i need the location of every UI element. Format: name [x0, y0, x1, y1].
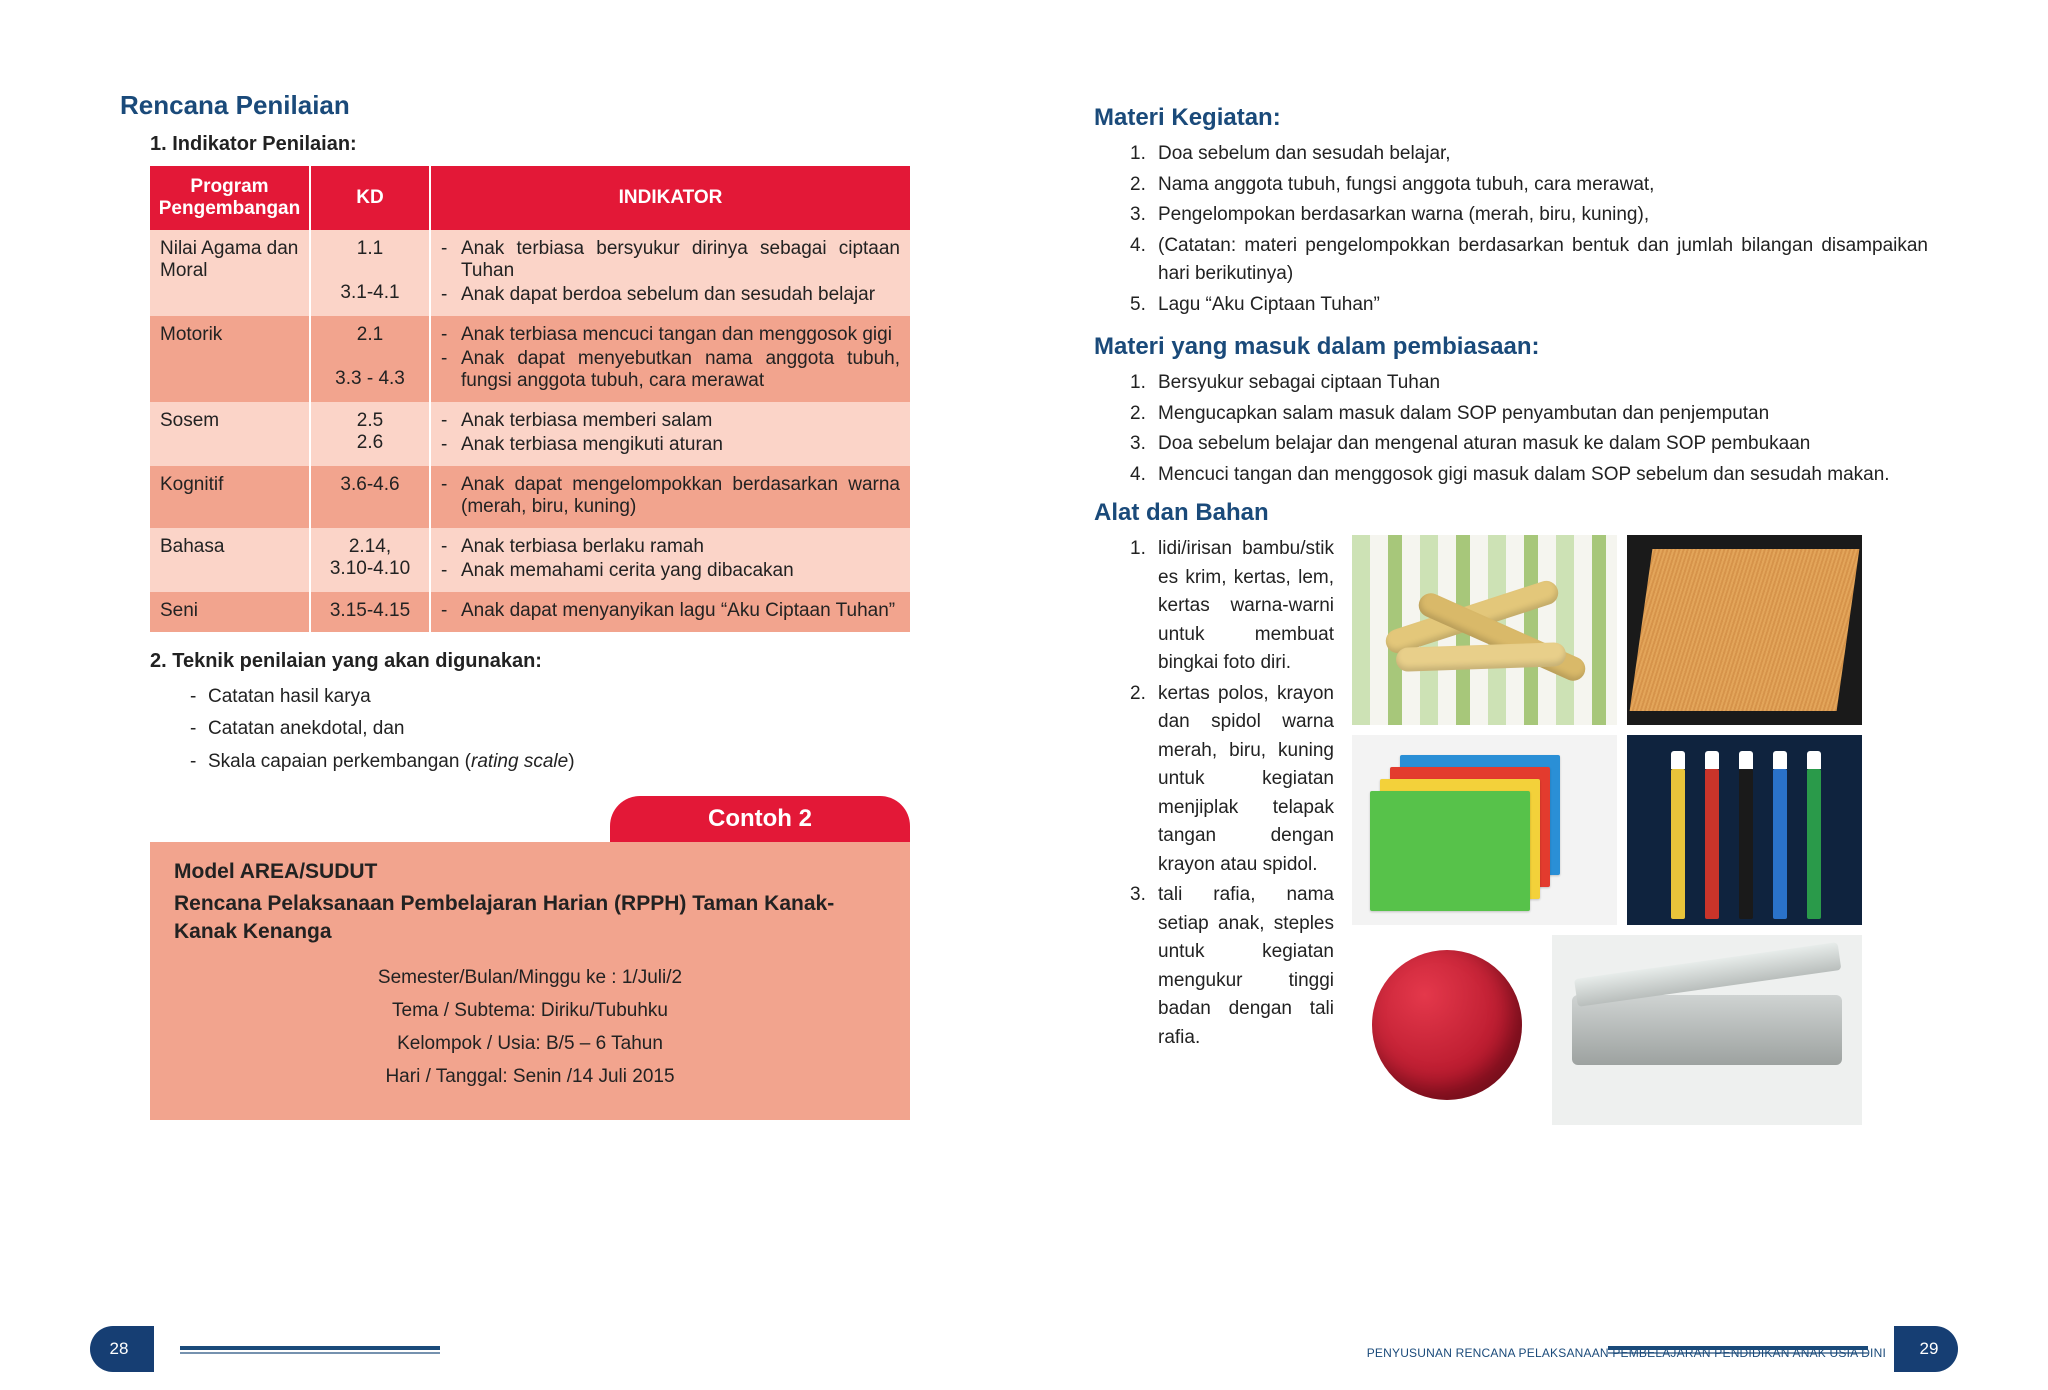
- th-kd: KD: [310, 166, 430, 230]
- model-title-1: Model AREA/SUDUT: [174, 860, 886, 884]
- heading-materi-kegiatan: Materi Kegiatan:: [1094, 104, 1928, 132]
- footer-rule: [1608, 1346, 1868, 1350]
- table-row: Motorik2.1 3.3 - 4.3-Anak terbiasa mencu…: [150, 316, 910, 402]
- cell-program: Motorik: [150, 316, 310, 402]
- model-box: Model AREA/SUDUT Rencana Pelaksanaan Pem…: [150, 842, 910, 1120]
- pembiasaan-list: 1.Bersyukur sebagai ciptaan Tuhan2.Mengu…: [1130, 369, 1928, 489]
- list-item: 4.(Catatan: materi pengelompokkan berdas…: [1130, 232, 1928, 289]
- sub-indikator: 1. Indikator Penilaian:: [150, 133, 954, 156]
- heading-pembiasaan: Materi yang masuk dalam pembiasaan:: [1094, 333, 1928, 361]
- image-rafia-twine: [1352, 935, 1542, 1125]
- alat-bahan-list: 1.lidi/irisan bambu/stik es krim, kertas…: [1130, 535, 1334, 1052]
- cell-program: Nilai Agama dan Moral: [150, 230, 310, 316]
- image-stapler: [1552, 935, 1862, 1125]
- th-indikator: INDIKATOR: [430, 166, 910, 230]
- cell-indikator: -Anak dapat menyanyikan lagu “Aku Ciptaa…: [430, 592, 910, 632]
- cell-kd: 2.14, 3.10-4.10: [310, 528, 430, 592]
- cell-program: Kognitif: [150, 466, 310, 528]
- table-row: Nilai Agama dan Moral1.1 3.1-4.1-Anak te…: [150, 230, 910, 316]
- cell-kd: 3.15-4.15: [310, 592, 430, 632]
- cell-kd: 1.1 3.1-4.1: [310, 230, 430, 316]
- model-meta-1: Semester/Bulan/Minggu ke : 1/Juli/2: [174, 961, 886, 994]
- list-item: 1.Doa sebelum dan sesudah belajar,: [1130, 140, 1928, 169]
- cell-program: Bahasa: [150, 528, 310, 592]
- teknik-item: Catatan anekdotal, dan: [190, 713, 954, 745]
- model-meta-4: Hari / Tanggal: Senin /14 Juli 2015: [174, 1060, 886, 1093]
- image-marker-pens: [1627, 735, 1862, 925]
- model-meta-2: Tema / Subtema: Diriku/Tubuhku: [174, 994, 886, 1027]
- teknik-item: Catatan hasil karya: [190, 681, 954, 713]
- table-row: Seni3.15-4.15-Anak dapat menyanyikan lag…: [150, 592, 910, 632]
- list-item: 2.kertas polos, krayon dan spidol warna …: [1130, 680, 1334, 880]
- contoh-pill: Contoh 2: [610, 796, 910, 842]
- list-item: 5.Lagu “Aku Ciptaan Tuhan”: [1130, 291, 1928, 320]
- teknik-list: Catatan hasil karyaCatatan anekdotal, da…: [190, 681, 954, 778]
- cell-kd: 2.5 2.6: [310, 402, 430, 466]
- image-popsicle-sticks: [1352, 535, 1617, 725]
- list-item: 2.Mengucapkan salam masuk dalam SOP peny…: [1130, 400, 1928, 429]
- page-number-left: 28: [90, 1326, 154, 1372]
- cell-kd: 3.6-4.6: [310, 466, 430, 528]
- materi-kegiatan-list: 1.Doa sebelum dan sesudah belajar,2.Nama…: [1130, 140, 1928, 319]
- model-meta-3: Kelompok / Usia: B/5 – 6 Tahun: [174, 1027, 886, 1060]
- th-program: Program Pengembangan: [150, 166, 310, 230]
- footer-rule-inner: [1608, 1352, 1868, 1354]
- teknik-item: Skala capaian perkembangan (rating scale…: [190, 746, 954, 778]
- table-row: Sosem2.5 2.6-Anak terbiasa memberi salam…: [150, 402, 910, 466]
- cell-kd: 2.1 3.3 - 4.3: [310, 316, 430, 402]
- image-color-paper: [1352, 735, 1617, 925]
- cell-indikator: -Anak terbiasa bersyukur dirinya sebagai…: [430, 230, 910, 316]
- sub-teknik: 2. Teknik penilaian yang akan digunakan:: [150, 650, 954, 673]
- indikator-table: Program Pengembangan KD INDIKATOR Nilai …: [150, 166, 910, 632]
- table-row: Bahasa2.14, 3.10-4.10-Anak terbiasa berl…: [150, 528, 910, 592]
- list-item: 2.Nama anggota tubuh, fungsi anggota tub…: [1130, 171, 1928, 200]
- model-title-2: Rencana Pelaksanaan Pembelajaran Harian …: [174, 890, 886, 947]
- cell-program: Sosem: [150, 402, 310, 466]
- list-item: 1.Bersyukur sebagai ciptaan Tuhan: [1130, 369, 1928, 398]
- cell-indikator: -Anak dapat mengelompokkan berdasarkan w…: [430, 466, 910, 528]
- list-item: 4.Mencuci tangan dan menggosok gigi masu…: [1130, 461, 1928, 490]
- cell-program: Seni: [150, 592, 310, 632]
- footer-rule: [180, 1346, 440, 1350]
- list-item: 1.lidi/irisan bambu/stik es krim, kertas…: [1130, 535, 1334, 678]
- heading-alat-bahan: Alat dan Bahan: [1094, 499, 1928, 527]
- cell-indikator: -Anak terbiasa berlaku ramah-Anak memaha…: [430, 528, 910, 592]
- image-bamboo-skewers: [1627, 535, 1862, 725]
- footer-rule-inner: [180, 1352, 440, 1354]
- heading-rencana: Rencana Penilaian: [120, 90, 954, 121]
- image-grid: [1352, 535, 1928, 1125]
- cell-indikator: -Anak terbiasa memberi salam-Anak terbia…: [430, 402, 910, 466]
- list-item: 3.tali rafia, nama setiap anak, steples …: [1130, 881, 1334, 1052]
- page-number-right: 29: [1894, 1326, 1958, 1372]
- table-row: Kognitif3.6-4.6-Anak dapat mengelompokka…: [150, 466, 910, 528]
- cell-indikator: -Anak terbiasa mencuci tangan dan menggo…: [430, 316, 910, 402]
- list-item: 3.Pengelompokan berdasarkan warna (merah…: [1130, 201, 1928, 230]
- contoh-tab: Contoh 2: [150, 796, 910, 842]
- list-item: 3.Doa sebelum belajar dan mengenal atura…: [1130, 430, 1928, 459]
